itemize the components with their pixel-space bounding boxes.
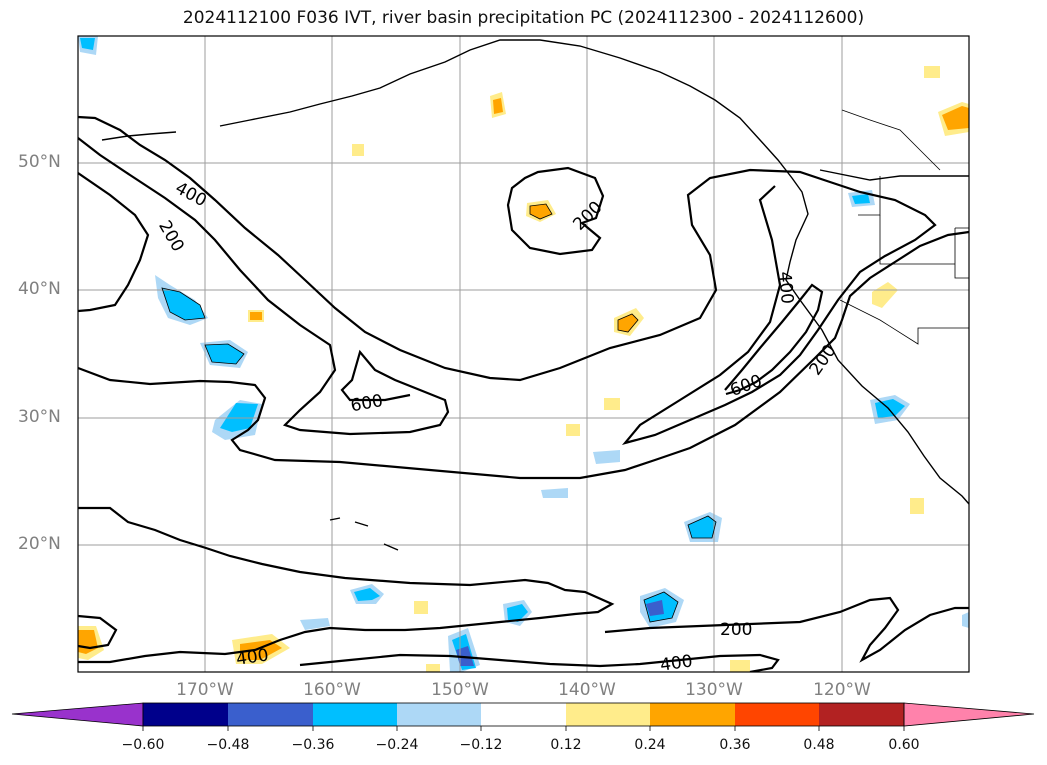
colorbar-swatch-10 <box>903 702 1035 727</box>
colorbar-swatch-8 <box>735 703 819 726</box>
contour-label: 400 <box>774 271 797 305</box>
colorbar-swatch-6 <box>566 703 650 726</box>
colorbar-swatch-5 <box>481 703 566 726</box>
colorbar-swatch-2 <box>228 703 313 726</box>
lon-label: 170°W <box>176 680 234 700</box>
colorbar-swatch-1 <box>143 703 228 726</box>
colorbar-tick-label: 0.48 <box>803 737 835 753</box>
contour-label: 200 <box>154 217 188 255</box>
contour-label: 400 <box>659 651 694 675</box>
state-borders <box>839 109 969 345</box>
colorbar-tick-label: −0.60 <box>121 737 165 753</box>
contour-label: 600 <box>727 371 764 401</box>
colorbar-tick-label: 0.24 <box>634 737 666 753</box>
lon-label: 120°W <box>813 680 871 700</box>
lat-label: 40°N <box>18 279 61 299</box>
colorbar-swatch-3 <box>313 703 397 726</box>
lat-label: 30°N <box>18 407 61 427</box>
lon-label: 130°W <box>685 680 743 700</box>
colorbar-tick-label: −0.36 <box>291 737 335 753</box>
colorbar-swatch-7 <box>650 703 735 726</box>
colorbar-tick-label: 0.12 <box>550 737 582 753</box>
ivt-contours <box>78 115 969 672</box>
contour-label: 400 <box>235 645 270 669</box>
contour-label: 600 <box>349 391 384 416</box>
colorbar-tick-label: 0.60 <box>888 737 920 753</box>
contour-label: 200 <box>720 620 752 640</box>
contour-label-layer: 400 200 200 400 600 200 600 200 400 400 <box>154 178 840 675</box>
colorbar-swatch-0 <box>11 702 144 727</box>
lon-label: 160°W <box>303 680 361 700</box>
plot-frame <box>77 35 970 673</box>
colorbar-tick-label: −0.24 <box>375 737 419 753</box>
lon-label: 140°W <box>558 680 616 700</box>
colorbar <box>11 702 1035 731</box>
precip-outlines <box>161 203 717 623</box>
colorbar-tick-label: 0.36 <box>719 737 751 753</box>
map-title: 2024112100 F036 IVT, river basin precipi… <box>182 8 865 28</box>
lat-label: 50°N <box>18 152 61 172</box>
lon-label: 150°W <box>431 680 489 700</box>
colorbar-swatch-9 <box>819 703 904 726</box>
coastlines <box>101 39 969 551</box>
colorbar-tick-label: −0.48 <box>206 737 250 753</box>
colorbar-tick-label: −0.12 <box>459 737 503 753</box>
lat-label: 20°N <box>18 534 61 554</box>
contour-label: 200 <box>806 341 841 379</box>
colorbar-swatch-4 <box>397 703 481 726</box>
